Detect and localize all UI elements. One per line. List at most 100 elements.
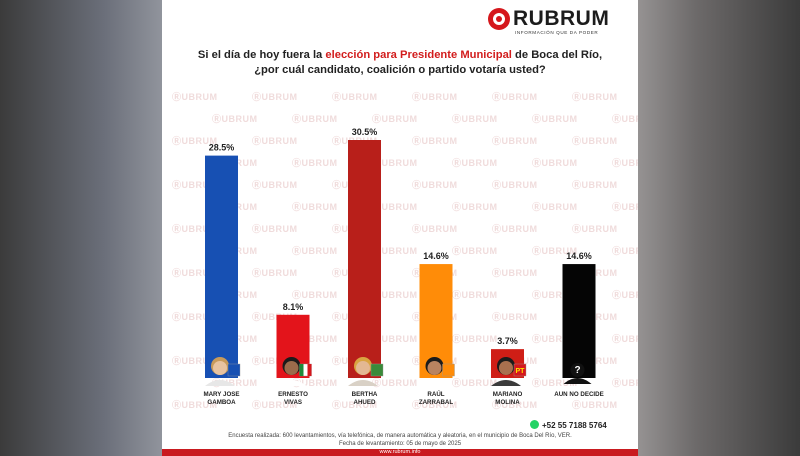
blurred-background-left (0, 0, 190, 456)
watermark-text: ⓇUBRUM (372, 246, 418, 256)
candidate-shoulders (276, 380, 307, 386)
watermark-text: ⓇUBRUM (492, 136, 538, 146)
watermark-text: ⓇUBRUM (492, 312, 538, 322)
watermark-text: ⓇUBRUM (372, 334, 418, 344)
watermark-text: ⓇUBRUM (332, 92, 378, 102)
pt-logo-text: PT (516, 368, 526, 375)
data-label: 3.7% (497, 336, 518, 346)
watermark-text: ⓇUBRUM (172, 400, 218, 410)
rubrum-logo: RUBRUM INFORMACIÓN QUE DA PODER (488, 7, 614, 37)
category-label: ZARRABAL (419, 399, 454, 406)
watermark-text: ⓇUBRUM (292, 378, 338, 388)
watermark-text: ⓇUBRUM (612, 290, 638, 300)
watermark-text: ⓇUBRUM (292, 334, 338, 344)
category-label: GAMBOA (207, 399, 236, 406)
watermark-text: ⓇUBRUM (252, 312, 298, 322)
watermark-text: ⓇUBRUM (452, 334, 498, 344)
bar (348, 140, 381, 378)
question-highlight: elección para Presidente Municipal (325, 49, 512, 61)
category-label: ERNESTO (278, 391, 308, 398)
survey-question: Si el día de hoy fuera la elección para … (162, 48, 638, 78)
category-label: VIVAS (284, 399, 302, 406)
footer-date: Fecha de levantamiento: 05 de mayo de 20… (338, 441, 462, 447)
contact: +52 55 7188 5764 (530, 420, 607, 430)
unknown-person-head (570, 363, 585, 377)
watermark-text: ⓇUBRUM (252, 136, 298, 146)
watermark-text: ⓇUBRUM (252, 92, 298, 102)
candidate-face (427, 361, 442, 375)
watermark-text: ⓇUBRUM (532, 334, 578, 344)
watermark-text: ⓇUBRUM (292, 202, 338, 212)
data-label: 28.5% (209, 143, 235, 153)
watermark-text: ⓇUBRUM (252, 400, 298, 410)
watermark-text: ⓇUBRUM (532, 202, 578, 212)
bar (205, 155, 238, 378)
watermark-text: ⓇUBRUM (252, 268, 298, 278)
contact-phone: +52 55 7188 5764 (542, 421, 607, 430)
watermark-text: ⓇUBRUM (412, 224, 458, 234)
candidate-shoulders (205, 380, 235, 386)
data-label: 14.6% (423, 251, 449, 261)
candidate-face (499, 361, 513, 375)
watermark-text: ⓇUBRUM (292, 114, 338, 124)
data-label: 30.5% (352, 127, 378, 137)
watermark-text: ⓇUBRUM (452, 290, 498, 300)
watermark-text: ⓇUBRUM (212, 114, 258, 124)
candidate-face (213, 361, 227, 375)
rubrum-logo-icon (488, 8, 510, 30)
watermark-text: ⓇUBRUM (252, 224, 298, 234)
unknown-person-body (563, 378, 592, 384)
watermark-text: ⓇUBRUM (372, 158, 418, 168)
morena-pvem-logo (370, 363, 384, 377)
watermark-text: ⓇUBRUM (572, 92, 618, 102)
watermark-text: ⓇUBRUM (372, 378, 418, 388)
watermark-text: ⓇUBRUM (532, 290, 578, 300)
watermark-text: ⓇUBRUM (172, 136, 218, 146)
footer-url[interactable]: www.rubrum.info (162, 449, 638, 456)
watermark-text: ⓇUBRUM (532, 246, 578, 256)
pri-green-stripe (299, 364, 304, 376)
watermark-text: ⓇUBRUM (532, 114, 578, 124)
mc-logo (442, 363, 455, 377)
whatsapp-icon (530, 420, 539, 429)
watermark-text: ⓇUBRUM (612, 114, 638, 124)
brand-name: RUBRUM (513, 7, 610, 30)
question-part2: de Boca del Río, (511, 49, 603, 61)
brand-tagline: INFORMACIÓN QUE DA PODER (515, 30, 599, 35)
category-label: AUN NO DECIDE (554, 391, 604, 398)
pri-red-stripe (307, 364, 312, 376)
watermark-text: ⓇUBRUM (412, 136, 458, 146)
watermark-text: ⓇUBRUM (212, 378, 258, 388)
watermark-text: ⓇUBRUM (412, 92, 458, 102)
watermark-text: ⓇUBRUM (292, 246, 338, 256)
blurred-background-right (610, 0, 800, 456)
watermark-text: ⓇUBRUM (612, 246, 638, 256)
watermark-text: ⓇUBRUM (612, 158, 638, 168)
data-label: 14.6% (566, 251, 592, 261)
pan-logo (227, 363, 241, 377)
question-part1: Si el día de hoy fuera la (197, 49, 326, 61)
watermark-text: ⓇUBRUM (452, 202, 498, 212)
category-label: AHUED (353, 399, 376, 406)
question-mark-icon: ? (574, 365, 580, 376)
watermark-text: ⓇUBRUM (532, 378, 578, 388)
watermark-text: ⓇUBRUM (172, 224, 218, 234)
category-label: MARIANO (493, 391, 523, 398)
watermark-text: ⓇUBRUM (572, 224, 618, 234)
watermark-text: ⓇUBRUM (292, 158, 338, 168)
footer-methodology: Encuesta realizada: 600 levantamientos, … (228, 433, 572, 439)
question-line2: ¿por cuál candidato, coalición o partido… (254, 64, 546, 76)
watermark-text: ⓇUBRUM (372, 290, 418, 300)
watermark-text: ⓇUBRUM (252, 356, 298, 366)
watermark-text: ⓇUBRUM (572, 400, 618, 410)
watermark-text: ⓇUBRUM (172, 180, 218, 190)
watermark-text: ⓇUBRUM (612, 378, 638, 388)
watermark-text: ⓇUBRUM (292, 290, 338, 300)
watermark-text: ⓇUBRUM (612, 334, 638, 344)
watermark-text: ⓇUBRUM (532, 158, 578, 168)
watermark-text: ⓇUBRUM (492, 180, 538, 190)
watermark-text: ⓇUBRUM (172, 356, 218, 366)
candidate-face (284, 361, 299, 375)
watermark-text: ⓇUBRUM (172, 92, 218, 102)
